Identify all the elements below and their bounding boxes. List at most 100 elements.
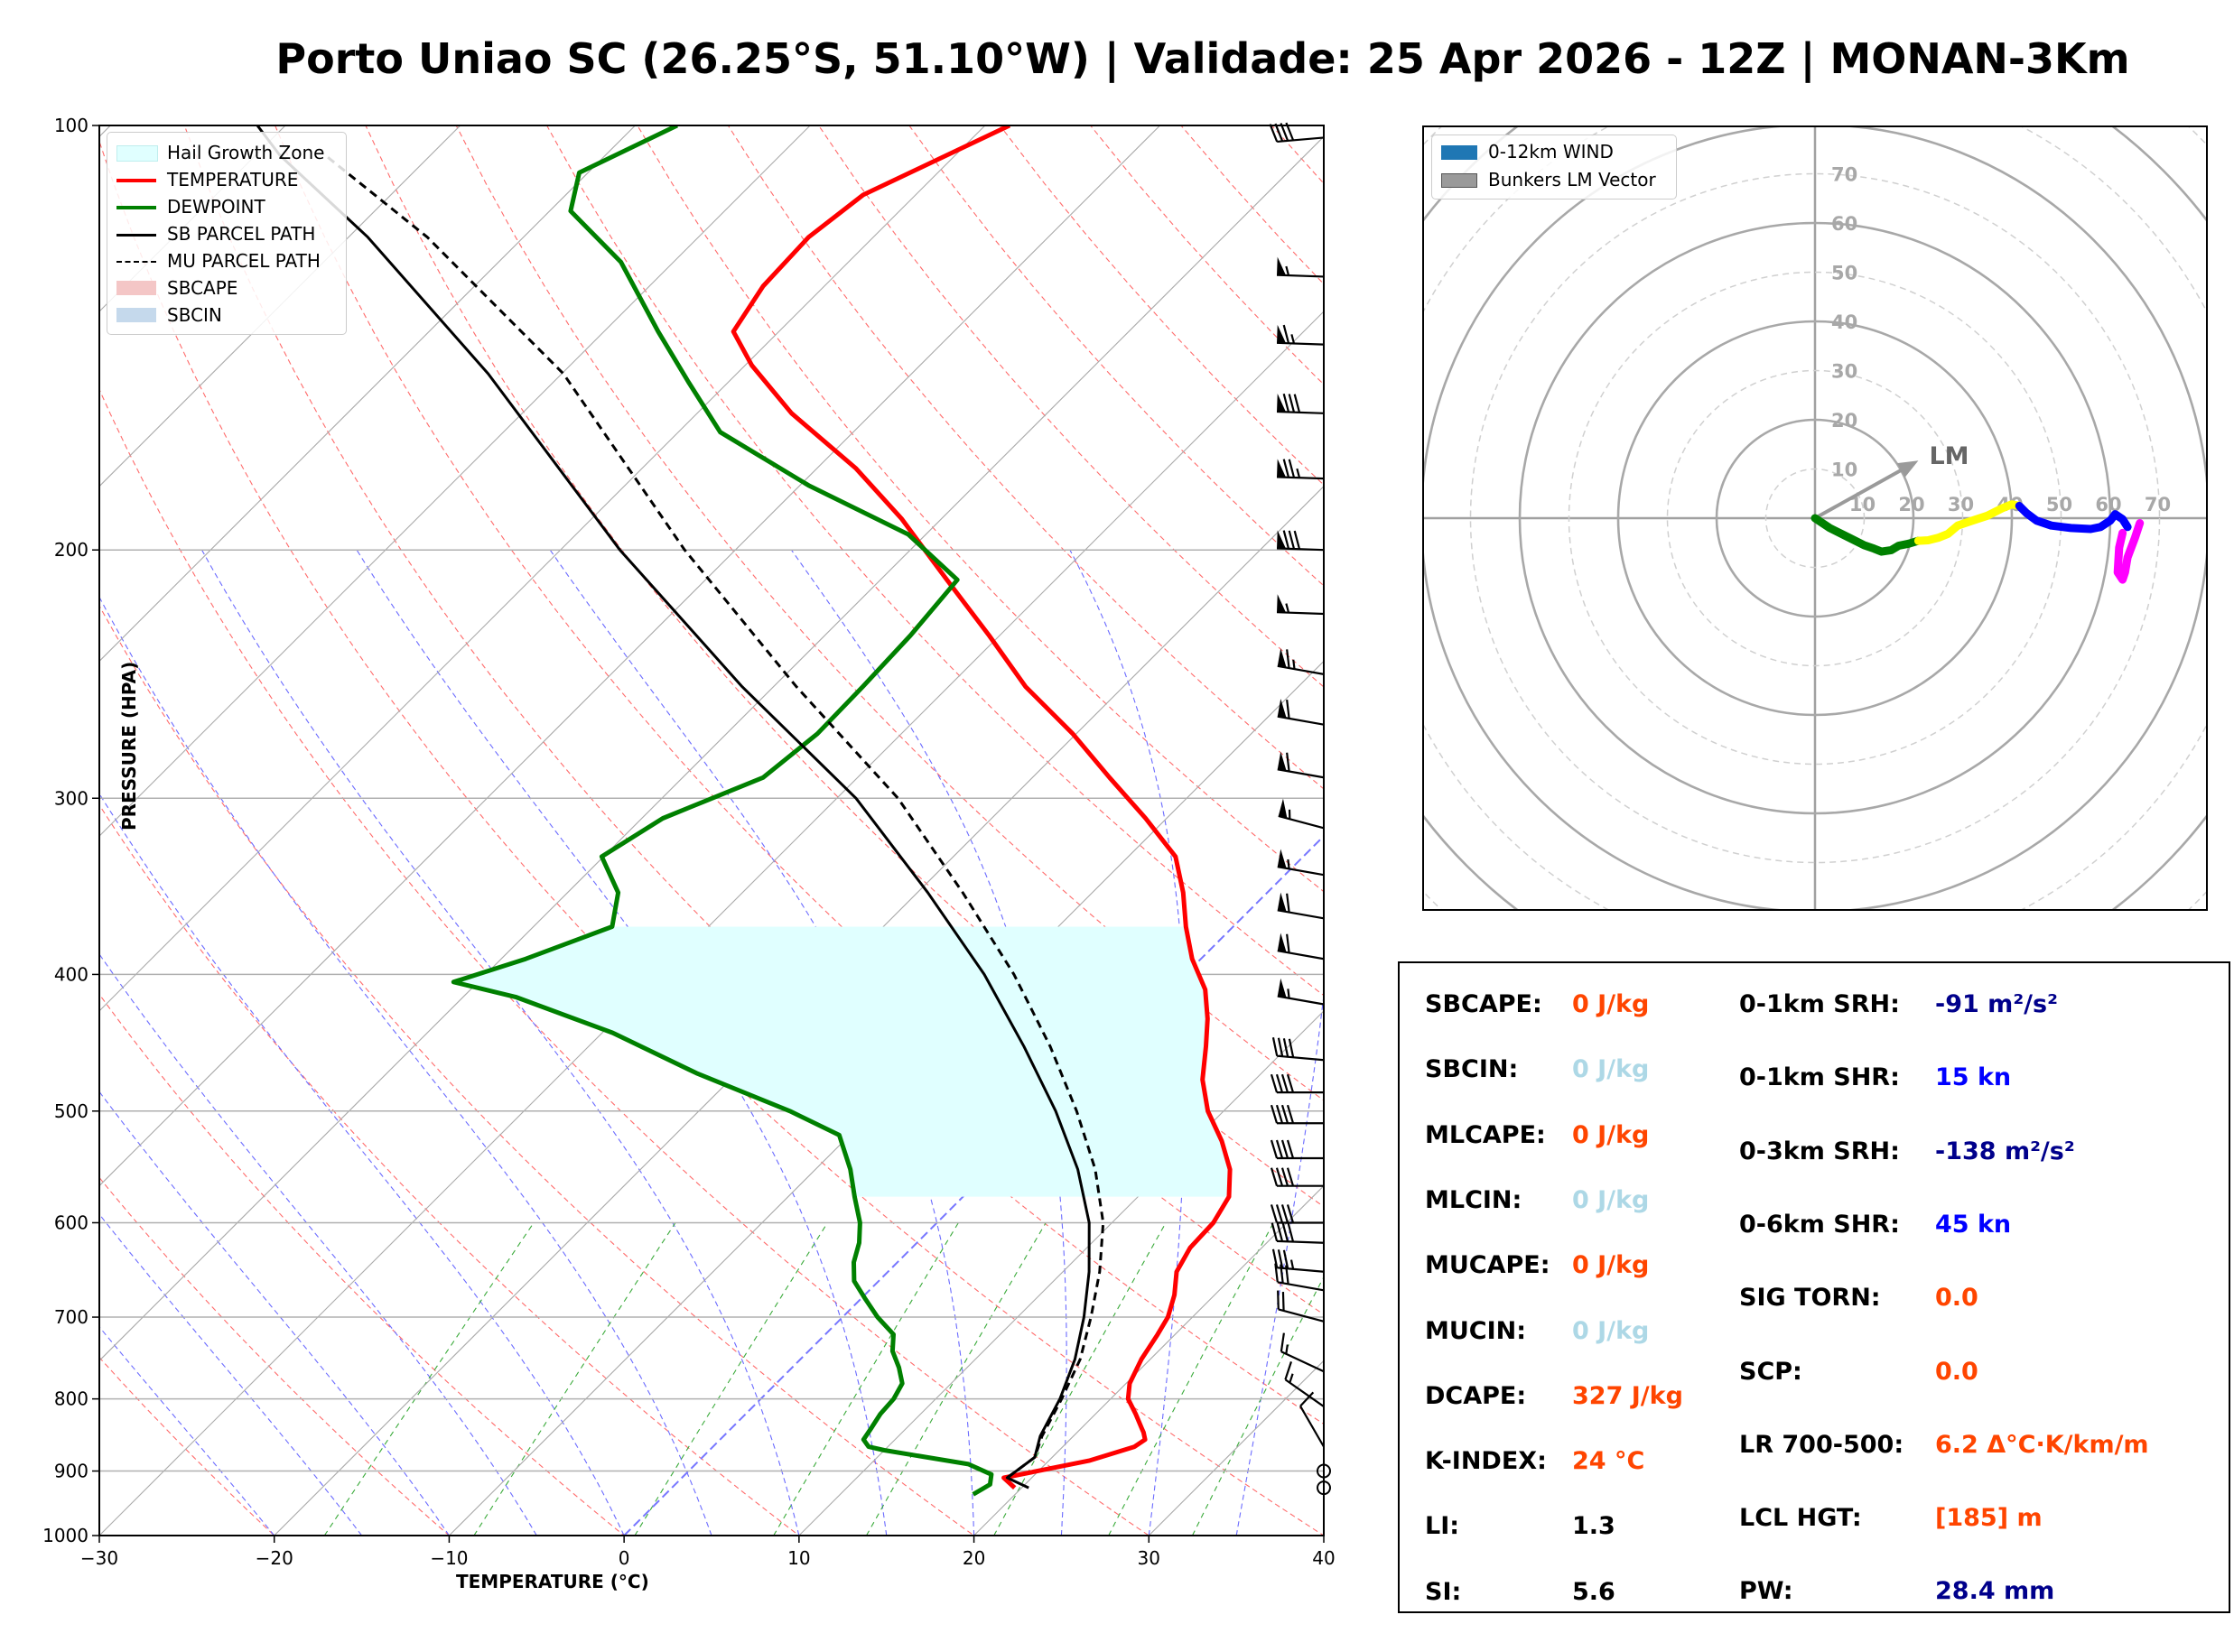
dry-adiabat <box>99 388 1150 1536</box>
y-tick-label: 300 <box>54 787 88 809</box>
barb-flag <box>1271 1248 1279 1268</box>
zero-isotherm <box>623 834 1324 1536</box>
barb-flag <box>1286 1073 1295 1093</box>
barb-staff <box>1278 1308 1325 1323</box>
legend-label: Bunkers LM Vector <box>1488 169 1656 190</box>
dry-adiabat <box>99 993 625 1536</box>
legend-label: 0-12km WIND <box>1488 141 1614 162</box>
legend-swatch <box>116 145 158 162</box>
wind-barb <box>1276 530 1325 552</box>
wind-barb <box>1277 698 1325 726</box>
barb-half-flag <box>1287 858 1290 869</box>
param-value: 0 J/kg <box>1572 1185 1650 1214</box>
dry-adiabat <box>365 125 1324 1208</box>
barb-flag <box>1286 1139 1295 1159</box>
barb-staff <box>1276 341 1325 346</box>
barb-flag <box>1274 1263 1279 1283</box>
wind-barb <box>1270 1139 1324 1160</box>
y-tick-label: 600 <box>54 1211 88 1233</box>
barb-staff <box>1278 814 1325 830</box>
hodo-trace-6-9km <box>2015 501 2132 534</box>
temperature-line <box>731 125 1233 1490</box>
barb-staff <box>1277 715 1325 726</box>
barb-flag <box>1274 123 1284 142</box>
barb-flag <box>1269 124 1279 143</box>
barb-flag <box>1299 1391 1315 1407</box>
param-value: 5.6 <box>1572 1577 1615 1606</box>
x-tick-label: 20 <box>963 1547 985 1569</box>
barb-flag <box>1288 394 1296 413</box>
wind-barb <box>1277 1290 1325 1323</box>
page-title: Porto Uniao SC (26.25°S, 51.10°W) | Vali… <box>275 34 2130 83</box>
legend-swatch <box>116 206 156 209</box>
barb-flag <box>1270 1104 1279 1124</box>
barb-flag <box>1293 530 1301 550</box>
barb-pennant <box>1277 849 1287 868</box>
barb-staff <box>1277 1267 1325 1273</box>
hodo-ring <box>1666 369 1964 667</box>
barb-half-flag <box>1289 1373 1294 1384</box>
x-tick-label: −30 <box>80 1547 118 1569</box>
parameters-panel: SBCAPE: 0 J/kg SBCIN: 0 J/kg MLCAPE: 0 J/kg ML… <box>1398 961 2230 1613</box>
wind-barb <box>1277 849 1325 877</box>
calm-barb <box>1317 1480 1331 1496</box>
hodo-ring-label: 50 <box>1831 263 1857 284</box>
legend-swatch <box>116 281 156 295</box>
barb-flag <box>1270 1167 1279 1187</box>
wind-barb <box>1269 122 1325 144</box>
barb-flag <box>1288 530 1296 550</box>
legend-label: SBCAPE <box>167 277 238 299</box>
isotherm <box>99 311 1324 1536</box>
param-value: [185] m <box>1935 1504 2043 1533</box>
skewt-frame <box>98 125 1325 1536</box>
barb-flag <box>1288 459 1296 478</box>
param-label: MUCAPE: <box>1425 1251 1550 1280</box>
barb-staff <box>1277 136 1325 144</box>
y-tick-label: 900 <box>54 1461 88 1482</box>
barb-flag <box>1282 1038 1289 1057</box>
barb-flag <box>1281 1292 1285 1311</box>
barb-flag <box>1287 1223 1295 1242</box>
param-value: 0.0 <box>1935 1284 1978 1313</box>
y-tick-label: 1000 <box>42 1525 88 1546</box>
barb-flag <box>1275 1139 1284 1159</box>
bunkers-lm-arrowhead <box>1896 460 1919 478</box>
wind-barb <box>1276 393 1325 414</box>
mixing-ratio-line <box>993 1222 1167 1536</box>
barb-staff <box>1277 1281 1325 1292</box>
param-label: SBCAPE: <box>1425 990 1542 1018</box>
legend-swatch <box>116 308 156 322</box>
hodo-axis-label: 20 <box>1898 494 1924 515</box>
barb-pennant <box>1277 978 1287 998</box>
hodo-trace-3-6km <box>1913 500 2024 545</box>
dry-adiabat <box>546 125 1324 997</box>
wind-barb <box>1284 1361 1325 1407</box>
barb-flag <box>1280 1104 1289 1124</box>
hodo-ring-label: 30 <box>1831 361 1857 383</box>
isotherm <box>798 1010 1324 1536</box>
barb-flag <box>1281 1222 1289 1242</box>
barb-flag <box>1280 1204 1289 1223</box>
barb-flag <box>1282 1249 1289 1269</box>
barb-pennant <box>1277 933 1287 952</box>
wind-barb <box>1271 1037 1325 1062</box>
x-tick-label: 10 <box>787 1547 810 1569</box>
barb-staff <box>1277 950 1325 961</box>
barb-pennant <box>1277 698 1287 719</box>
barb-flag <box>1282 459 1290 478</box>
param-value: 24 °C <box>1572 1447 1645 1476</box>
hodo-trace-9-12km <box>2113 519 2145 584</box>
hodo-axis-label: 30 <box>1948 494 1974 515</box>
hodo-ring <box>1764 468 1866 569</box>
wind-barb <box>1276 256 1325 278</box>
barb-flag <box>1270 1073 1279 1093</box>
wind-barb <box>1276 459 1325 480</box>
param-value: 0 J/kg <box>1572 1055 1650 1084</box>
barb-flag <box>1282 324 1290 344</box>
param-label: K-INDEX: <box>1425 1447 1547 1476</box>
barb-flag <box>1280 1167 1289 1187</box>
param-value: -138 m²/s² <box>1935 1137 2075 1165</box>
barb-staff <box>1280 1350 1325 1373</box>
